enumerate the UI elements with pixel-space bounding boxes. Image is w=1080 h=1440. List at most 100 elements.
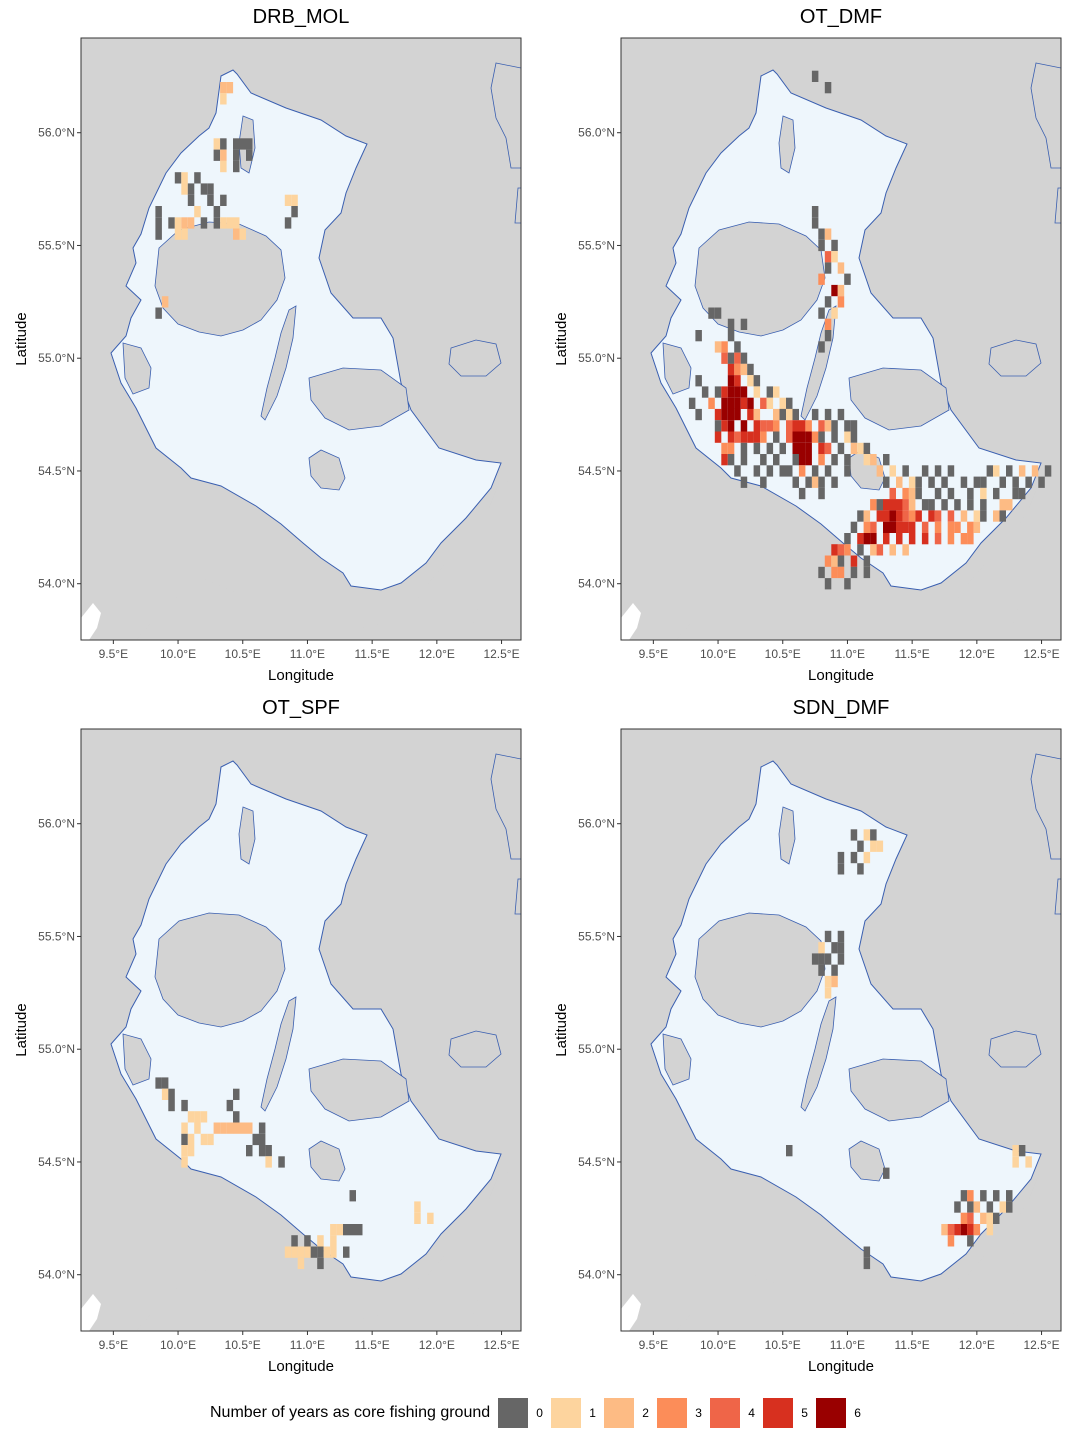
heat-cell xyxy=(1006,465,1013,477)
heat-cell xyxy=(168,1088,175,1100)
small-island xyxy=(848,1140,886,1182)
heat-cell xyxy=(947,521,955,533)
heat-cell xyxy=(187,1133,195,1146)
heat-cell xyxy=(993,1190,1000,1202)
heat-cell xyxy=(734,386,741,398)
heat-cell xyxy=(226,1122,234,1134)
heat-cell xyxy=(1018,487,1026,500)
heat-cell xyxy=(1006,1190,1013,1202)
heat-cell xyxy=(947,465,955,477)
coast-land xyxy=(1030,62,1061,169)
heat-cell xyxy=(330,1246,337,1258)
mon-island xyxy=(988,1030,1042,1068)
heat-cell xyxy=(239,1122,246,1134)
heat-cell xyxy=(414,1201,421,1213)
heat-cell xyxy=(824,975,832,988)
heat-cell xyxy=(831,566,838,579)
langeland-island xyxy=(800,305,837,421)
heat-cell xyxy=(786,397,793,409)
heat-cell xyxy=(714,408,722,421)
heat-cell xyxy=(1018,465,1026,477)
heat-cell xyxy=(181,1122,188,1134)
als-island xyxy=(122,1033,152,1086)
heat-cell xyxy=(973,476,981,488)
heat-cell xyxy=(740,442,748,455)
heat-cell xyxy=(161,296,169,308)
heat-cell xyxy=(857,442,864,455)
heat-cell xyxy=(960,533,968,545)
heat-cell xyxy=(343,1246,350,1258)
heat-cell xyxy=(246,1145,253,1157)
heat-cell xyxy=(850,555,858,567)
heat-cell xyxy=(986,1224,994,1236)
heat-cell xyxy=(902,487,909,500)
x-tick-label: 11.5°E xyxy=(355,1338,390,1352)
heat-cell xyxy=(258,1133,266,1146)
y-axis-title: Latitude xyxy=(553,1003,570,1056)
heat-cell xyxy=(967,521,974,533)
y-tick-label: 54.0°N xyxy=(38,577,75,591)
panel-title-ot-spf: OT_SPF xyxy=(262,697,340,719)
land-background xyxy=(81,38,521,640)
x-tick-label: 10.5°E xyxy=(225,1338,261,1352)
heat-cell xyxy=(317,1235,324,1247)
heat-cell xyxy=(876,465,884,477)
heat-cell xyxy=(824,420,832,432)
heat-cell xyxy=(343,1224,350,1236)
heat-cell xyxy=(824,251,832,263)
heat-cell xyxy=(727,352,735,364)
y-axis-title: Latitude xyxy=(13,1003,30,1056)
heat-cell xyxy=(934,533,942,545)
heat-cell xyxy=(967,533,974,545)
heat-cell xyxy=(291,206,298,218)
heat-cell xyxy=(1025,1156,1032,1168)
heat-cell xyxy=(831,975,838,988)
heat-cell xyxy=(740,318,748,330)
coast-land xyxy=(490,753,521,860)
heat-cell xyxy=(818,273,825,285)
heat-cell xyxy=(908,533,916,545)
heat-cell xyxy=(721,352,728,364)
heat-cell xyxy=(1038,476,1045,488)
heat-cell xyxy=(246,138,253,150)
heat-cell xyxy=(863,442,871,455)
heat-cell xyxy=(908,510,916,522)
heat-cell xyxy=(857,544,864,556)
x-tick-label: 12.5°E xyxy=(1023,1338,1059,1352)
heat-cell xyxy=(727,386,735,398)
heat-cell xyxy=(870,829,877,841)
heat-cell xyxy=(304,1246,311,1258)
heat-cell xyxy=(233,149,240,161)
lolland-falster-island xyxy=(308,1058,410,1122)
heat-cell xyxy=(747,397,754,409)
heat-cell xyxy=(779,408,786,421)
heat-cell xyxy=(740,363,748,376)
heat-cell xyxy=(863,1246,871,1258)
heat-cell xyxy=(896,499,903,511)
heat-cell xyxy=(708,307,715,319)
heat-cell xyxy=(187,183,195,195)
heat-cell xyxy=(786,408,793,421)
y-tick-label: 54.5°N xyxy=(38,1155,75,1169)
heat-cell xyxy=(181,183,188,195)
heat-cell xyxy=(883,476,890,488)
heat-cell xyxy=(863,555,871,567)
heat-cell xyxy=(798,431,806,443)
heat-cell xyxy=(284,1246,292,1258)
y-axis-title: Latitude xyxy=(13,312,30,365)
heat-cell xyxy=(220,149,227,161)
heat-cell xyxy=(226,82,234,94)
heat-cell xyxy=(766,465,774,477)
heat-cell xyxy=(973,1224,981,1236)
heat-cell xyxy=(824,465,832,477)
heat-cell xyxy=(870,499,877,511)
y-tick-label: 55.5°N xyxy=(578,929,615,943)
heat-cell xyxy=(174,217,182,229)
heat-cell xyxy=(857,840,864,852)
sea-area xyxy=(650,760,1042,1282)
heat-cell xyxy=(915,476,922,488)
x-tick-label: 10.0°E xyxy=(700,1338,736,1352)
heat-cell xyxy=(427,1212,434,1224)
heat-cell xyxy=(786,1145,793,1157)
